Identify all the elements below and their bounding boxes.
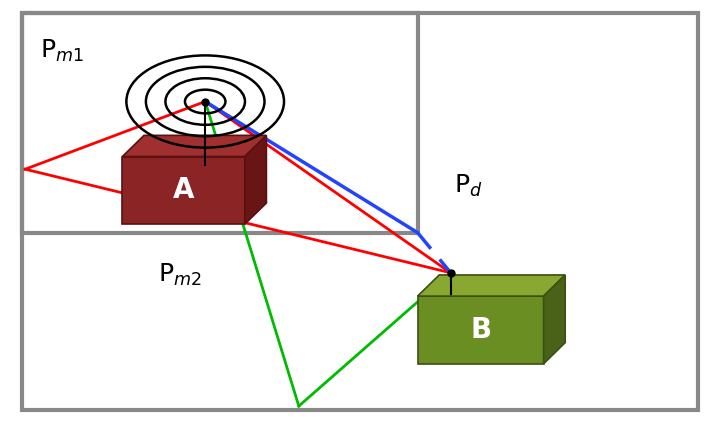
Polygon shape bbox=[245, 135, 266, 224]
Polygon shape bbox=[122, 157, 245, 224]
Polygon shape bbox=[544, 275, 565, 364]
Text: P$_{m2}$: P$_{m2}$ bbox=[158, 262, 202, 288]
Text: P$_{m1}$: P$_{m1}$ bbox=[40, 38, 84, 64]
Text: P$_{d}$: P$_{d}$ bbox=[454, 173, 482, 199]
Polygon shape bbox=[418, 275, 565, 296]
Bar bbox=[22, 13, 418, 233]
Text: A: A bbox=[173, 176, 194, 204]
Text: B: B bbox=[470, 316, 492, 344]
Polygon shape bbox=[418, 296, 544, 364]
Polygon shape bbox=[122, 135, 266, 157]
